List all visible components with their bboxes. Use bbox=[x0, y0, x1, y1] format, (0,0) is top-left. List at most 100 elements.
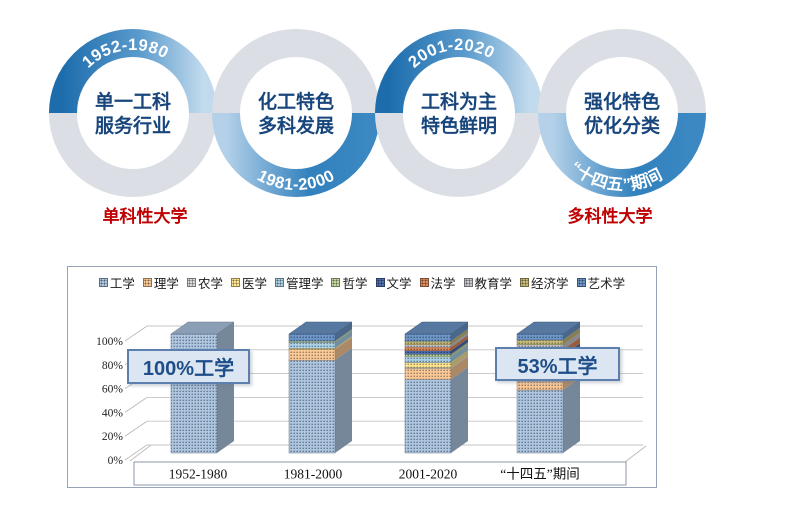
bar-segment-side-文学 bbox=[451, 338, 468, 355]
annotation-53-percent-engineering: 53%工学 bbox=[495, 347, 620, 381]
legend-label: 艺术学 bbox=[587, 277, 626, 291]
ring-center-text: 单一工科服务行业 bbox=[95, 90, 171, 137]
x-axis-label: “十四五”期间 bbox=[500, 467, 579, 482]
university-type-label: 单科性大学 bbox=[103, 206, 188, 226]
axis-tick bbox=[124, 397, 148, 413]
bar-segment-工学 bbox=[404, 378, 452, 454]
bar-segment-side-经济学 bbox=[451, 329, 468, 345]
bar-segment-教育学 bbox=[404, 344, 452, 348]
axis-tick bbox=[124, 444, 148, 461]
bar-segment-side-工学 bbox=[217, 322, 234, 453]
legend-label: 法学 bbox=[430, 277, 456, 291]
legend-label: 管理学 bbox=[285, 277, 324, 291]
ring-blue-arc bbox=[538, 112, 706, 197]
annotation-100-percent-engineering: 100%工学 bbox=[127, 349, 250, 384]
legend-swatch-icon bbox=[186, 278, 196, 287]
bar-1952-1980 bbox=[170, 321, 235, 454]
bar-segment-side-理学 bbox=[335, 337, 352, 361]
y-axis-label: 60% bbox=[102, 384, 124, 396]
legend-item-工学: 工学 bbox=[98, 273, 135, 292]
legend-swatch-icon bbox=[520, 278, 530, 287]
bar-“十四五”期间 bbox=[516, 321, 581, 454]
legend-label: 经济学 bbox=[531, 277, 569, 291]
bar-segment-side-医学 bbox=[335, 336, 352, 350]
ring-blue-arc bbox=[375, 29, 543, 114]
legend-swatch-icon bbox=[142, 278, 152, 287]
bar-segment-side-管理学 bbox=[335, 330, 352, 349]
bar-segment-side-管理学 bbox=[451, 344, 468, 363]
legend-swatch-icon bbox=[274, 278, 284, 287]
x-axis-label: 1981-2000 bbox=[284, 467, 343, 482]
x-axis-label: 2001-2020 bbox=[399, 467, 458, 482]
bar-segment-艺术学 bbox=[288, 333, 336, 342]
timeline-diagram: 1952-1980单一工科服务行业1981-2000化工特色多科发展2001-2… bbox=[49, 29, 706, 226]
bar-segment-side-工学 bbox=[335, 348, 352, 453]
legend-item-经济学: 经济学 bbox=[520, 273, 569, 292]
floor-edge-left bbox=[129, 444, 152, 462]
x-axis-label-box bbox=[133, 461, 627, 486]
ring-center-text: 化工特色多科发展 bbox=[258, 90, 334, 137]
bar-top-face bbox=[404, 321, 469, 335]
bar-segment-工学 bbox=[288, 359, 336, 454]
bar-segment-艺术学 bbox=[516, 333, 564, 341]
bar-segment-side-艺术学 bbox=[335, 322, 352, 342]
bar-segment-side-法学 bbox=[451, 335, 468, 351]
bar-top-face bbox=[170, 321, 235, 335]
bar-segment-side-经济学 bbox=[563, 327, 580, 345]
bar-segment-side-哲学 bbox=[451, 342, 468, 357]
bar-segment-理学 bbox=[288, 349, 336, 361]
bar-segment-理学 bbox=[404, 368, 452, 380]
floor-edge-right bbox=[624, 445, 647, 463]
bar-segment-side-工学 bbox=[451, 367, 468, 453]
bar-segment-side-工学 bbox=[563, 377, 580, 453]
bar-2001-2020 bbox=[404, 321, 469, 454]
legend-item-艺术学: 艺术学 bbox=[576, 273, 626, 292]
bar-segment-side-艺术学 bbox=[563, 322, 580, 340]
stacked-bar-plot: 0% 20% 40% 60% 80% 100% 1952-1980 1981-2000 2001… bbox=[96, 321, 647, 486]
bar-segment-side-理学 bbox=[451, 356, 468, 380]
bar-segment-工学 bbox=[516, 389, 564, 454]
ring-center-text: 工科为主特色鲜明 bbox=[421, 90, 497, 137]
legend-label: 工学 bbox=[109, 277, 135, 291]
y-axis-label: 40% bbox=[102, 407, 124, 419]
axis-tick bbox=[124, 325, 148, 342]
bar-segment-文学 bbox=[404, 350, 452, 355]
legend-label: 哲学 bbox=[342, 277, 368, 291]
discipline-structure-chart: 工学 理学 农学 医学 管理学 哲学 文学 法学 教育学 经济学 艺术学 0% 20% 40% 60% 80… bbox=[67, 266, 657, 488]
ring-blue-arc bbox=[49, 29, 217, 114]
bar-segment-side-教育学 bbox=[451, 332, 468, 348]
legend-item-哲学: 哲学 bbox=[331, 273, 368, 292]
bar-top-face bbox=[516, 321, 581, 335]
legend-label: 文学 bbox=[386, 277, 412, 291]
legend-swatch-icon bbox=[576, 278, 586, 287]
legend-label: 农学 bbox=[197, 277, 223, 291]
legend-item-理学: 理学 bbox=[142, 273, 179, 292]
y-axis-label: 20% bbox=[102, 431, 124, 443]
legend-swatch-icon bbox=[331, 278, 341, 287]
bar-segment-side-教育学 bbox=[563, 332, 580, 350]
bar-1981-2000 bbox=[288, 321, 353, 454]
bar-segment-经济学 bbox=[404, 340, 452, 345]
legend-item-文学: 文学 bbox=[375, 273, 412, 292]
legend-swatch-icon bbox=[419, 278, 429, 287]
bar-segment-医学 bbox=[404, 362, 452, 368]
y-axis-label: 80% bbox=[102, 360, 124, 372]
legend-item-管理学: 管理学 bbox=[274, 273, 324, 292]
y-axis-label: 100% bbox=[96, 336, 123, 348]
axis-tick bbox=[124, 420, 148, 437]
bar-segment-side-艺术学 bbox=[451, 322, 468, 342]
legend-swatch-icon bbox=[463, 278, 473, 287]
bar-segment-经济学 bbox=[516, 339, 564, 345]
ring-center-text: 强化特色优化分类 bbox=[584, 90, 660, 137]
bar-segment-理学 bbox=[516, 381, 564, 391]
x-axis-label: 1952-1980 bbox=[169, 467, 228, 482]
bar-segment-side-农学 bbox=[451, 355, 468, 369]
bar-segment-哲学 bbox=[404, 353, 452, 357]
ring-blue-arc bbox=[212, 112, 380, 197]
bar-segment-艺术学 bbox=[404, 333, 452, 342]
legend-swatch-icon bbox=[230, 278, 240, 287]
bar-top-face bbox=[288, 321, 353, 335]
